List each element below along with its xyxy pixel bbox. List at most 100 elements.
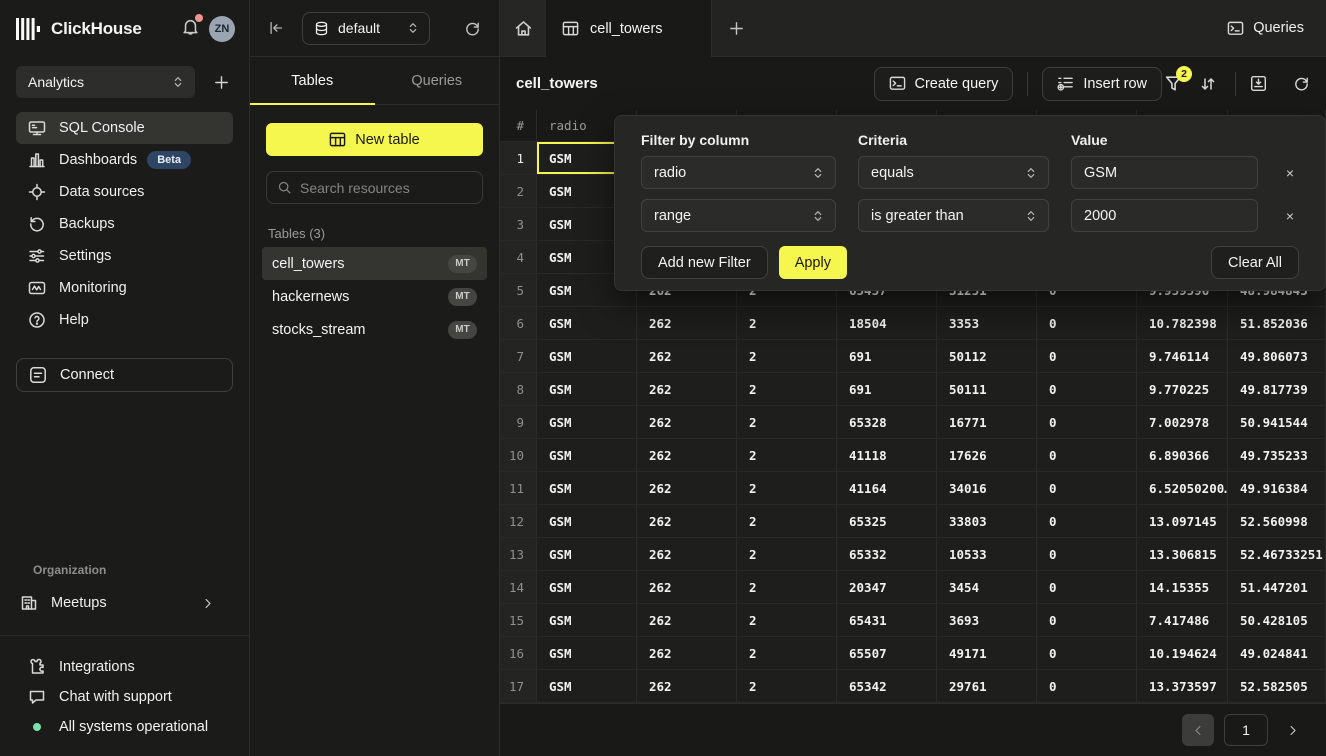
sort-button[interactable] xyxy=(1199,75,1217,93)
cell[interactable]: 0 xyxy=(1037,637,1137,669)
cell[interactable]: 262 xyxy=(637,505,737,537)
cell[interactable]: 41118 xyxy=(837,439,937,471)
filter-criteria-select[interactable]: equals xyxy=(858,156,1049,189)
cell[interactable]: 262 xyxy=(637,637,737,669)
cell[interactable]: 13.097145 xyxy=(1137,505,1228,537)
search-box[interactable] xyxy=(266,171,483,204)
cell[interactable]: 20347 xyxy=(837,571,937,603)
download-button[interactable] xyxy=(1250,75,1267,92)
cell[interactable]: 262 xyxy=(637,340,737,372)
filter-column-select[interactable]: range xyxy=(641,199,836,232)
cell[interactable]: 10533 xyxy=(937,538,1037,570)
cell[interactable]: 0 xyxy=(1037,373,1137,405)
cell[interactable]: 0 xyxy=(1037,604,1137,636)
search-input[interactable] xyxy=(300,180,472,196)
cell[interactable]: 65431 xyxy=(837,604,937,636)
cell[interactable]: 49171 xyxy=(937,637,1037,669)
avatar[interactable]: ZN xyxy=(209,16,235,42)
previous-page-button[interactable] xyxy=(1182,714,1214,746)
cell[interactable]: 262 xyxy=(637,307,737,339)
browser-tab-queries[interactable]: Queries xyxy=(375,57,500,104)
cell[interactable]: GSM xyxy=(537,472,637,504)
cell[interactable]: 262 xyxy=(637,571,737,603)
cell[interactable]: 52.46733251 xyxy=(1228,538,1326,570)
cell[interactable]: GSM xyxy=(537,571,637,603)
cell[interactable]: 0 xyxy=(1037,340,1137,372)
cell[interactable]: 10.194624 xyxy=(1137,637,1228,669)
cell[interactable]: GSM xyxy=(537,604,637,636)
cell[interactable]: GSM xyxy=(537,637,637,669)
cell[interactable]: 2 xyxy=(737,538,837,570)
cell[interactable]: 2 xyxy=(737,571,837,603)
browser-tab-tables[interactable]: Tables xyxy=(250,57,375,104)
cell[interactable]: GSM xyxy=(537,307,637,339)
cell[interactable]: 0 xyxy=(1037,406,1137,438)
filter-value-input[interactable] xyxy=(1071,199,1258,232)
cell[interactable]: GSM xyxy=(537,538,637,570)
cell[interactable]: 262 xyxy=(637,604,737,636)
cell[interactable]: 3454 xyxy=(937,571,1037,603)
insert-row-button[interactable]: Insert row xyxy=(1042,67,1162,101)
cell[interactable]: 50.941544 xyxy=(1228,406,1326,438)
table-item-cell-towers[interactable]: cell_towersMT xyxy=(262,247,487,280)
cell[interactable]: 65507 xyxy=(837,637,937,669)
cell[interactable]: 262 xyxy=(637,538,737,570)
cell[interactable]: 3693 xyxy=(937,604,1037,636)
cell[interactable]: 0 xyxy=(1037,571,1137,603)
cell[interactable]: 3353 xyxy=(937,307,1037,339)
cell[interactable]: 50111 xyxy=(937,373,1037,405)
filter-criteria-select[interactable]: is greater than xyxy=(858,199,1049,232)
cell[interactable]: 2 xyxy=(737,406,837,438)
next-page-button[interactable] xyxy=(1276,714,1308,746)
cell[interactable]: 9.770225 xyxy=(1137,373,1228,405)
cell[interactable]: 262 xyxy=(637,406,737,438)
new-tab-button[interactable] xyxy=(712,0,760,56)
cell[interactable]: 51.447201 xyxy=(1228,571,1326,603)
collapse-panel-button[interactable] xyxy=(268,20,284,36)
remove-filter-button[interactable]: × xyxy=(1280,165,1300,181)
sidebar-item-chat-with-support[interactable]: Chat with support xyxy=(16,682,233,712)
connect-button[interactable]: Connect xyxy=(16,358,233,392)
cell[interactable]: 13.306815 xyxy=(1137,538,1228,570)
cell[interactable]: 49.735233 xyxy=(1228,439,1326,471)
cell[interactable]: 51.852036 xyxy=(1228,307,1326,339)
sidebar-item-sql-console[interactable]: SQL Console xyxy=(16,112,233,144)
cell[interactable]: 2 xyxy=(737,307,837,339)
cell[interactable]: 0 xyxy=(1037,538,1137,570)
sidebar-item-integrations[interactable]: Integrations xyxy=(16,652,233,682)
refresh-resources-button[interactable] xyxy=(464,20,481,37)
cell[interactable]: 34016 xyxy=(937,472,1037,504)
cell[interactable]: 7.417486 xyxy=(1137,604,1228,636)
cell[interactable]: 6.52050200… xyxy=(1137,472,1228,504)
clear-all-filters-button[interactable]: Clear All xyxy=(1211,246,1299,279)
system-status[interactable]: All systems operational xyxy=(16,712,233,742)
cell[interactable]: 262 xyxy=(637,373,737,405)
cell[interactable]: 41164 xyxy=(837,472,937,504)
cell[interactable]: GSM xyxy=(537,439,637,471)
notifications-button[interactable] xyxy=(181,17,200,41)
add-filter-button[interactable]: Add new Filter xyxy=(641,246,768,279)
sidebar-item-data-sources[interactable]: Data sources xyxy=(16,176,233,208)
cell[interactable]: 17626 xyxy=(937,439,1037,471)
cell[interactable]: 7.002978 xyxy=(1137,406,1228,438)
database-select[interactable]: default xyxy=(302,12,430,45)
refresh-table-button[interactable] xyxy=(1293,75,1310,92)
cell[interactable]: GSM xyxy=(537,406,637,438)
cell[interactable]: 52.560998 xyxy=(1228,505,1326,537)
cell[interactable]: 2 xyxy=(737,604,837,636)
cell[interactable]: 9.746114 xyxy=(1137,340,1228,372)
cell[interactable]: 16771 xyxy=(937,406,1037,438)
cell[interactable]: 0 xyxy=(1037,472,1137,504)
sidebar-item-monitoring[interactable]: Monitoring xyxy=(16,272,233,304)
cell[interactable]: 2 xyxy=(737,670,837,702)
sidebar-item-settings[interactable]: Settings xyxy=(16,240,233,272)
cell[interactable]: 65328 xyxy=(837,406,937,438)
cell[interactable]: 14.15355 xyxy=(1137,571,1228,603)
tab-cell-towers[interactable]: cell_towers xyxy=(546,0,712,57)
sidebar-item-dashboards[interactable]: DashboardsBeta xyxy=(16,144,233,176)
cell[interactable]: 49.817739 xyxy=(1228,373,1326,405)
cell[interactable]: 0 xyxy=(1037,670,1137,702)
cell[interactable]: 691 xyxy=(837,340,937,372)
cell[interactable]: 33803 xyxy=(937,505,1037,537)
cell[interactable]: 52.582505 xyxy=(1228,670,1326,702)
